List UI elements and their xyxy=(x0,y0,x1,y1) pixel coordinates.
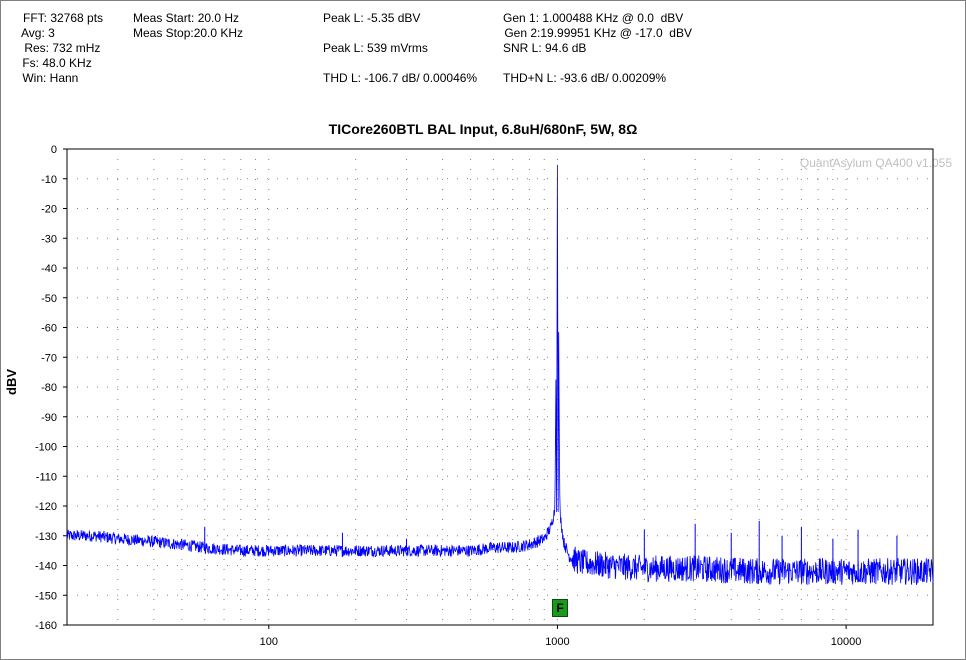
y-tick-label: -150 xyxy=(35,590,57,602)
y-tick-label: -50 xyxy=(41,293,57,305)
thd-readout: THD L: -106.7 dB/ 0.00046% xyxy=(323,71,478,85)
fundamental-marker[interactable]: F xyxy=(552,599,568,617)
x-tick-label: 100 xyxy=(260,636,278,648)
gen1-readout: Gen 1: 1.000488 KHz @ 0.0 dBV xyxy=(503,11,684,25)
thdn-readout: THD+N L: -93.6 dB/ 0.00209% xyxy=(503,71,667,85)
y-tick-label: -140 xyxy=(35,561,57,573)
resolution: Res: 732 mHz xyxy=(21,41,101,55)
chart-title: TICore260BTL BAL Input, 6.8uH/680nF, 5W,… xyxy=(328,121,638,137)
spectrum-trace xyxy=(66,164,934,586)
watermark: QuantAsylum QA400 v1.055 xyxy=(799,156,952,170)
x-tick-label: 1000 xyxy=(545,636,569,648)
gen2-readout: Gen 2:19.99951 KHz @ -17.0 dBV xyxy=(501,26,692,40)
y-tick-label: -20 xyxy=(41,204,57,216)
snr-readout: SNR L: 94.6 dB xyxy=(503,41,587,55)
peak-dbv: Peak L: -5.35 dBV xyxy=(323,11,421,25)
y-tick-label: -110 xyxy=(36,471,57,483)
y-tick-label: -70 xyxy=(41,352,57,364)
y-tick-label: -100 xyxy=(35,442,57,454)
y-tick-label: -90 xyxy=(41,412,57,424)
x-tick-label: 10000 xyxy=(831,636,862,648)
plot-frame xyxy=(66,148,934,626)
y-tick-label: -10 xyxy=(41,174,57,186)
meas-start: Meas Start: 20.0 Hz xyxy=(133,11,240,25)
sample-rate: Fs: 48.0 KHz xyxy=(19,56,92,70)
y-tick-label: -120 xyxy=(35,501,57,513)
y-tick-label: -160 xyxy=(35,620,57,632)
y-tick-label: -60 xyxy=(41,323,57,335)
y-tick-label: 0 xyxy=(51,144,57,156)
fft-size: FFT: 32768 pts xyxy=(23,11,104,25)
averages: Avg: 3 xyxy=(21,26,55,40)
peak-mvrms: Peak L: 539 mVrms xyxy=(323,41,428,55)
y-tick-label: -130 xyxy=(35,531,57,543)
y-tick-label: -80 xyxy=(41,382,57,394)
meas-stop: Meas Stop:20.0 KHz xyxy=(133,26,244,40)
y-tick-label: -30 xyxy=(41,233,57,245)
window-function: Win: Hann xyxy=(19,71,79,85)
y-tick-label: -40 xyxy=(41,263,57,275)
